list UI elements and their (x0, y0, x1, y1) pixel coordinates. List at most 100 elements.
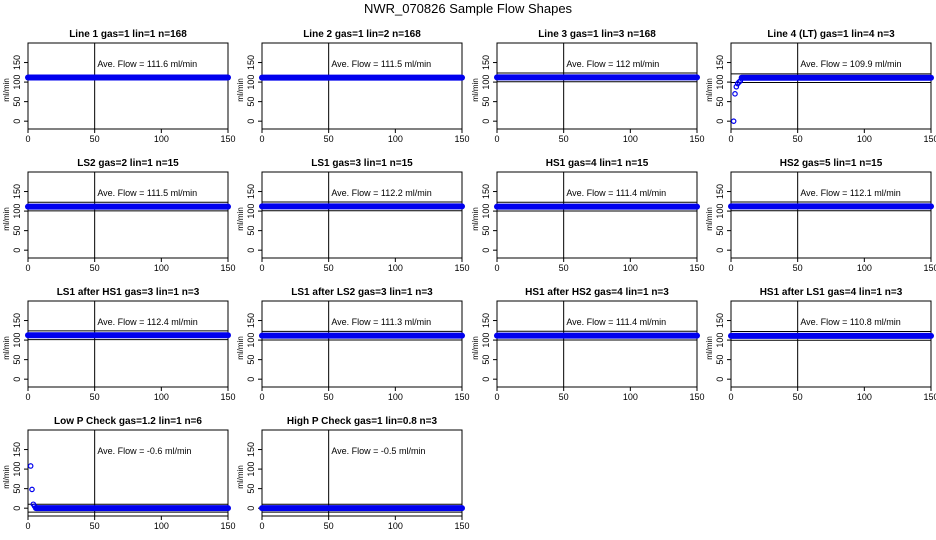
y-tick-label: 100 (481, 333, 491, 348)
x-tick-label: 50 (559, 392, 569, 402)
y-tick-label: 150 (12, 442, 22, 457)
y-tick-label: 50 (246, 226, 256, 236)
ave-flow-annotation: Ave. Flow = 111.4 ml/min (566, 188, 666, 198)
x-tick-label: 100 (154, 521, 169, 531)
y-tick-label: 50 (12, 484, 22, 494)
x-tick-label: 150 (689, 263, 704, 273)
chart-panel: Line 2 gas=1 lin=2 n=168 0 50 100 150 0 50 100 1… (236, 29, 470, 144)
x-tick-label: 50 (559, 263, 569, 273)
data-point (31, 503, 38, 510)
ave-flow-annotation: Ave. Flow = 109.9 ml/min (800, 59, 901, 69)
x-tick-label: 50 (793, 263, 803, 273)
data-point (737, 78, 744, 84)
x-tick-label: 0 (494, 134, 499, 144)
plot-frame (27, 429, 229, 517)
y-axis-label: ml/min (471, 78, 480, 102)
chart-title: LS2 gas=2 lin=1 n=15 (77, 158, 179, 169)
y-axis-label: ml/min (471, 207, 480, 231)
figure-title: NWR_070826 Sample Flow Shapes (363, 1, 573, 16)
data-point (732, 91, 738, 97)
x-tick-label: 50 (90, 263, 100, 273)
x-tick-label: 50 (324, 392, 334, 402)
x-tick-label: 50 (90, 392, 100, 402)
x-tick-label: 0 (259, 263, 264, 273)
y-tick-label: 150 (715, 184, 725, 199)
plot-frame (27, 171, 229, 259)
y-tick-label: 100 (715, 204, 725, 219)
x-tick-label: 150 (454, 392, 469, 402)
y-tick-label: 0 (481, 248, 491, 253)
y-tick-label: 100 (12, 333, 22, 348)
x-tick-label: 0 (259, 392, 264, 402)
x-tick-label: 50 (793, 392, 803, 402)
chart-title: High P Check gas=1 lin=0.8 n=3 (287, 416, 438, 427)
y-tick-label: 100 (715, 333, 725, 348)
ave-flow-annotation: Ave. Flow = 111.4 ml/min (566, 317, 666, 327)
y-tick-label: 0 (246, 119, 256, 124)
y-tick-label: 100 (246, 333, 256, 348)
chart-panel: LS1 after LS2 gas=3 lin=1 n=3 0 50 100 150 0 5… (236, 287, 470, 402)
plot-frame (261, 429, 463, 517)
plot-frame (496, 42, 698, 130)
y-axis-label: ml/min (2, 207, 11, 231)
y-tick-label: 100 (246, 75, 256, 90)
plot-frame (261, 300, 463, 388)
x-tick-label: 150 (220, 521, 235, 531)
y-axis-label: ml/min (236, 78, 245, 102)
ave-flow-annotation: Ave. Flow = 112.1 ml/min (800, 188, 900, 198)
data-point (730, 118, 737, 124)
x-tick-label: 100 (857, 392, 872, 402)
y-tick-label: 50 (481, 97, 491, 107)
x-tick-label: 0 (259, 521, 264, 531)
y-tick-label: 0 (246, 248, 256, 253)
chart-title: LS1 after LS2 gas=3 lin=1 n=3 (291, 287, 433, 298)
y-tick-label: 50 (715, 355, 725, 365)
y-tick-label: 150 (481, 55, 491, 70)
data-point (27, 463, 34, 469)
y-axis-label: ml/min (2, 465, 11, 489)
x-tick-label: 50 (793, 134, 803, 144)
chart-title: HS1 after HS2 gas=4 lin=1 n=3 (525, 287, 669, 298)
x-tick-label: 0 (494, 263, 499, 273)
y-axis-label: ml/min (2, 78, 11, 102)
chart-title: HS2 gas=5 lin=1 n=15 (780, 158, 883, 169)
data-point (733, 83, 740, 90)
y-tick-label: 100 (12, 204, 22, 219)
y-axis-label: ml/min (705, 207, 714, 231)
y-tick-label: 50 (12, 355, 22, 365)
x-tick-label: 100 (623, 134, 638, 144)
y-axis-label: ml/min (705, 78, 714, 102)
y-tick-label: 0 (481, 119, 491, 124)
chart-panel: LS1 gas=3 lin=1 n=150 50 100 150050100150ml… (236, 158, 470, 273)
x-tick-label: 100 (388, 134, 403, 144)
plot-frame (27, 300, 229, 388)
y-tick-label: 150 (715, 313, 725, 328)
y-tick-label: 50 (12, 97, 22, 107)
ave-flow-annotation: Ave. Flow = 111.6 ml/min (97, 59, 197, 69)
x-tick-label: 150 (689, 392, 704, 402)
y-axis-label: ml/min (471, 336, 480, 360)
ave-flow-annotation: Ave. Flow = 111.5 ml/min (331, 59, 431, 69)
chart-panel: Line 1 gas=1 lin=1 n=168 0 50 100 150 0 50 100 1… (2, 29, 236, 144)
plot-frame (27, 42, 229, 130)
x-tick-label: 0 (25, 134, 30, 144)
x-tick-label: 0 (728, 263, 733, 273)
chart-panel: Line 4 (LT) gas=1 lin=4 n=3 0 50 100 150 0 50 1… (705, 29, 936, 144)
ave-flow-annotation: Ave. Flow = 112.4 ml/min (97, 317, 197, 327)
y-tick-label: 0 (12, 119, 22, 124)
y-tick-label: 0 (246, 506, 256, 511)
x-tick-label: 150 (923, 263, 936, 273)
x-tick-label: 150 (454, 134, 469, 144)
x-tick-label: 0 (494, 392, 499, 402)
x-tick-label: 150 (220, 134, 235, 144)
y-tick-label: 150 (246, 442, 256, 457)
x-tick-label: 0 (259, 134, 264, 144)
y-tick-label: 50 (481, 355, 491, 365)
y-tick-label: 150 (246, 313, 256, 328)
chart-title: HS1 after LS1 gas=4 lin=1 n=3 (760, 287, 903, 298)
y-tick-label: 50 (246, 97, 256, 107)
chart-panel: LS2 gas=2 lin=1 n=150 50 100 150050100150ml… (2, 158, 236, 273)
y-tick-label: 0 (12, 506, 22, 511)
y-axis-label: ml/min (236, 207, 245, 231)
